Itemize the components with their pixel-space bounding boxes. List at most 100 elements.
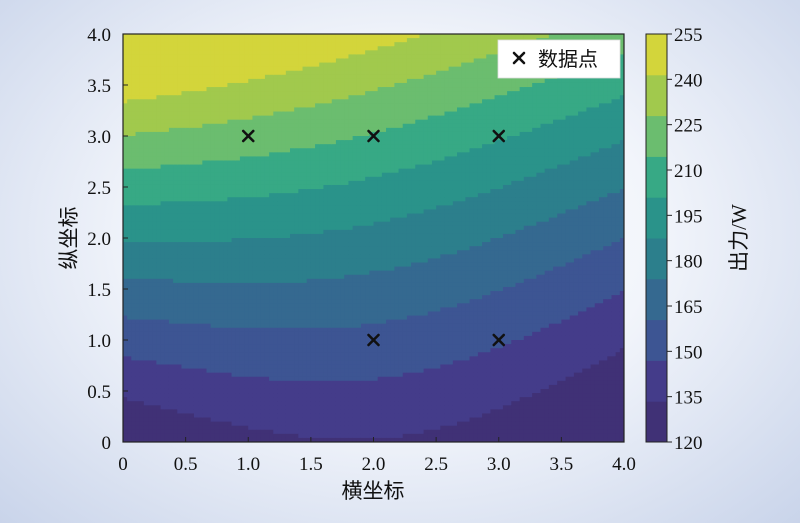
contour-cell <box>214 82 220 88</box>
contour-cell <box>127 295 132 300</box>
contour-cell <box>223 429 228 435</box>
contour-cell <box>139 352 145 357</box>
contour-cell <box>127 421 132 427</box>
contour-cell <box>260 217 266 223</box>
contour-cell <box>264 34 270 39</box>
contour-cell <box>273 99 279 104</box>
contour-cell <box>139 282 145 288</box>
contour-cell <box>202 99 208 104</box>
contour-cell <box>273 437 279 442</box>
contour-cell <box>256 197 262 202</box>
contour-cell <box>298 111 304 117</box>
contour-cell <box>273 201 279 206</box>
contour-cell <box>239 360 245 366</box>
contour-cell <box>327 78 333 84</box>
contour-cell <box>244 327 249 333</box>
contour-cell <box>302 303 308 308</box>
contour-cell <box>189 168 195 174</box>
contour-cell <box>173 136 178 141</box>
contour-cell <box>168 344 174 349</box>
contour-cell <box>319 233 324 239</box>
contour-cell <box>319 66 324 72</box>
contour-cell <box>227 107 233 113</box>
contour-cell <box>239 95 245 100</box>
contour-cell <box>298 274 304 280</box>
contour-cell <box>156 172 162 178</box>
contour-cell <box>168 103 174 109</box>
contour-cell <box>260 119 266 125</box>
contour-cell <box>127 331 132 337</box>
contour-cell <box>323 74 329 80</box>
contour-cell <box>256 74 262 80</box>
contour-cell <box>156 152 162 157</box>
contour-cell <box>298 70 304 76</box>
contour-cell <box>298 327 304 333</box>
contour-cell <box>231 323 237 329</box>
contour-cell <box>152 123 157 129</box>
contour-cell <box>131 299 137 304</box>
contour-cell <box>260 258 266 264</box>
contour-cell <box>290 217 295 223</box>
contour-cell <box>139 111 145 117</box>
contour-cell <box>327 303 333 308</box>
contour-cell <box>202 156 208 162</box>
contour-cell <box>315 172 320 178</box>
contour-cell <box>156 368 162 374</box>
contour-cell <box>127 323 132 329</box>
contour-cell <box>315 254 320 259</box>
contour-cell <box>281 344 287 349</box>
contour-cell <box>231 384 237 390</box>
contour-cell <box>198 148 203 153</box>
contour-cell <box>310 50 316 55</box>
contour-cell <box>264 189 270 194</box>
contour-cell <box>235 160 241 166</box>
contour-cell <box>210 388 216 394</box>
contour-cell <box>193 299 199 304</box>
contour-cell <box>269 144 274 149</box>
contour-cell <box>219 393 224 398</box>
contour-cell <box>223 348 228 353</box>
contour-cell <box>206 291 212 296</box>
contour-cell <box>290 148 295 153</box>
contour-cell <box>231 168 237 174</box>
contour-cell <box>285 62 291 68</box>
contour-cell <box>131 189 137 194</box>
contour-cell <box>294 344 299 349</box>
contour-cell <box>189 315 195 321</box>
contour-cell <box>189 74 195 80</box>
contour-cell <box>269 123 274 129</box>
contour-cell <box>223 405 228 410</box>
contour-cell <box>294 315 299 321</box>
contour-cell <box>252 376 258 382</box>
contour-cell <box>256 421 262 427</box>
contour-cell <box>131 213 137 219</box>
contour-cell <box>306 140 312 145</box>
contour-cell <box>139 397 145 402</box>
contour-cell <box>185 54 191 60</box>
contour-cell <box>193 205 199 211</box>
contour-cell <box>239 303 245 308</box>
contour-cell <box>235 111 241 117</box>
contour-cell <box>235 168 241 174</box>
contour-cell <box>269 372 274 378</box>
contour-cell <box>173 360 178 366</box>
contour-cell <box>156 50 162 55</box>
contour-cell <box>306 148 312 153</box>
contour-cell <box>227 282 233 288</box>
contour-cell <box>127 168 132 174</box>
contour-cell <box>168 315 174 321</box>
contour-cell <box>131 193 137 198</box>
contour-cell <box>277 282 283 288</box>
contour-cell <box>319 409 324 415</box>
contour-cell <box>223 50 228 55</box>
contour-cell <box>152 58 157 64</box>
contour-cell <box>164 409 170 415</box>
contour-cell <box>164 74 170 80</box>
contour-cell <box>227 405 233 410</box>
contour-cell <box>294 323 299 329</box>
contour-cell <box>181 307 187 313</box>
contour-cell <box>173 193 178 198</box>
contour-cell <box>123 99 128 104</box>
contour-cell <box>319 417 324 423</box>
contour-cell <box>152 315 157 321</box>
